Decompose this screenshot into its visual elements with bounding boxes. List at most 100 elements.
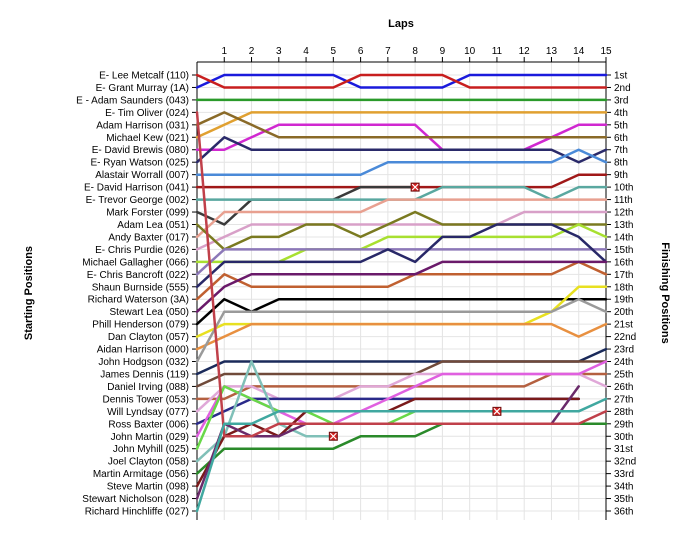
finishing-position-label: 22nd — [614, 332, 636, 343]
starting-position-label: Daniel Irving (088) — [107, 382, 189, 393]
x-tick-label: 10 — [464, 46, 476, 57]
series-line — [195, 111, 608, 139]
chart-grid — [197, 62, 607, 520]
series-line — [195, 297, 608, 326]
finishing-position-label: 16th — [614, 257, 633, 268]
finishing-position-label: 14th — [614, 232, 633, 243]
finishing-position-label: 35th — [614, 494, 633, 505]
finishing-position-label: 33rd — [614, 469, 634, 480]
starting-position-label: Adam Lea (051) — [117, 220, 189, 231]
series-line — [195, 248, 608, 276]
starting-position-label: E - Adam Saunders (043) — [76, 95, 189, 106]
finishing-position-label: 9th — [614, 170, 628, 181]
finishing-position-label: 1st — [614, 71, 628, 82]
finishing-position-label: 31st — [614, 444, 633, 455]
series-line — [195, 198, 608, 239]
series-line — [195, 260, 608, 313]
starting-position-label: E- Ryan Watson (025) — [90, 158, 189, 169]
finishing-position-label: 19th — [614, 295, 633, 306]
finishing-position-label: 34th — [614, 482, 633, 493]
finishing-position-label: 23rd — [614, 345, 634, 356]
series-line — [195, 372, 608, 401]
series-line — [195, 73, 608, 89]
starting-position-label: E- David Brewis (080) — [92, 145, 189, 156]
starting-position-label: Joel Clayton (058) — [108, 457, 189, 468]
starting-position-label: James Dennis (119) — [100, 369, 189, 380]
starting-position-label: E- Trevor George (002) — [86, 195, 189, 206]
starting-position-label: Richard Waterson (3A) — [88, 295, 189, 306]
series-line — [195, 185, 608, 201]
finishing-position-label: 13th — [614, 220, 633, 231]
starting-position-label: John Myhill (025) — [113, 444, 189, 455]
retired-marker-cross — [411, 183, 419, 191]
finishing-position-label: 24th — [614, 357, 633, 368]
chart-markers — [328, 182, 502, 441]
series-line — [195, 136, 608, 164]
finishing-position-label: 17th — [614, 270, 633, 281]
starting-position-label: John Hodgson (032) — [98, 357, 189, 368]
series-line — [195, 148, 608, 176]
series-line — [195, 210, 608, 251]
finishing-position-label: 5th — [614, 120, 628, 131]
x-tick-label: 5 — [331, 46, 337, 57]
starting-position-label: Martin Armitage (056) — [93, 469, 189, 480]
starting-position-label: Adam Harrison (031) — [96, 120, 189, 131]
starting-position-label: Stewart Lea (050) — [110, 307, 190, 318]
starting-position-label: E- Lee Metcalf (110) — [99, 71, 189, 82]
finishing-position-label: 26th — [614, 382, 633, 393]
starting-position-label: Dan Clayton (057) — [108, 332, 189, 343]
starting-position-label: E- Grant Murray (1A) — [96, 83, 189, 94]
starting-position-label: E- Chris Purdie (026) — [95, 245, 189, 256]
x-tick-label: 11 — [492, 46, 503, 57]
starting-position-label: E- Tim Oliver (024) — [105, 108, 189, 119]
finishing-position-label: 11th — [614, 195, 633, 206]
finishing-position-label: 12th — [614, 208, 633, 219]
finishing-position-label: 8th — [614, 158, 628, 169]
starting-position-label: Ross Baxter (006) — [108, 419, 189, 430]
starting-position-label: Shaun Burnside (555) — [92, 282, 189, 293]
series-line — [195, 223, 608, 289]
finishing-position-label: 3rd — [614, 95, 628, 106]
finishing-position-label: 29th — [614, 419, 633, 430]
finishing-position-label: 21st — [614, 320, 633, 331]
x-tick-label: 8 — [412, 46, 418, 57]
starting-position-label: Steve Martin (098) — [107, 482, 189, 493]
starting-position-label: Mark Forster (099) — [106, 208, 189, 219]
x-tick-label: 3 — [276, 46, 282, 57]
series-line — [195, 297, 608, 363]
starting-position-label: Richard Hinchliffe (027) — [85, 507, 189, 518]
chart-series — [195, 73, 608, 513]
starting-position-label: Stewart Nicholson (028) — [82, 494, 189, 505]
x-tick-label: 1 — [221, 46, 227, 57]
series-line — [195, 397, 608, 513]
finishing-position-label: 7th — [614, 145, 628, 156]
y-axis-title-left: Starting Positions — [23, 246, 35, 340]
finishing-position-label: 36th — [614, 507, 633, 518]
x-tick-label: 2 — [249, 46, 255, 57]
x-tick-label: 13 — [546, 46, 558, 57]
x-axis-title: Laps — [388, 18, 414, 30]
starting-position-label: Andy Baxter (017) — [108, 232, 189, 243]
starting-position-label: Dennis Tower (053) — [102, 394, 189, 405]
x-tick-label: 7 — [385, 46, 391, 57]
starting-position-label: Aidan Harrison (000) — [97, 345, 189, 356]
starting-position-label: Will Lyndsay (077) — [107, 407, 189, 418]
finishing-position-label: 2nd — [614, 83, 631, 94]
series-line — [195, 111, 608, 438]
finishing-position-label: 10th — [614, 183, 633, 194]
x-tick-label: 4 — [303, 46, 309, 57]
series-line — [195, 111, 608, 139]
y-axis-title-right: Finishing Positions — [659, 242, 671, 343]
x-tick-label: 14 — [573, 46, 585, 57]
starting-position-label: Phill Henderson (079) — [92, 320, 189, 331]
series-line — [195, 360, 608, 388]
starting-position-label: John Martin (029) — [111, 432, 189, 443]
retired-marker-cross — [329, 432, 337, 440]
finishing-position-label: 4th — [614, 108, 628, 119]
x-tick-label: 9 — [440, 46, 446, 57]
starting-position-label: Michael Kew (021) — [106, 133, 189, 144]
starting-position-label: Alastair Worrall (007) — [95, 170, 189, 181]
finishing-position-label: 28th — [614, 407, 633, 418]
retired-marker-cross — [493, 407, 501, 415]
